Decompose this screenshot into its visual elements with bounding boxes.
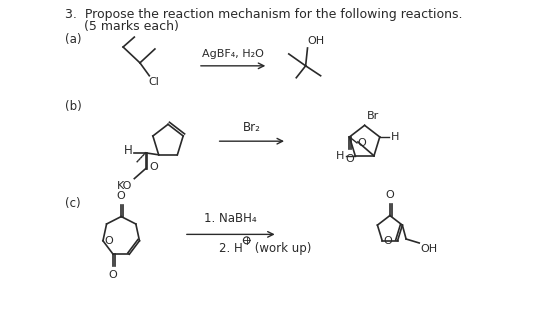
Text: (a): (a) xyxy=(65,33,82,46)
Text: O: O xyxy=(345,154,354,164)
Text: OH: OH xyxy=(307,36,325,46)
Text: Br: Br xyxy=(367,111,379,121)
Text: OH: OH xyxy=(420,244,437,254)
Text: 1. NaBH₄: 1. NaBH₄ xyxy=(205,213,257,226)
Text: KO: KO xyxy=(117,181,132,190)
Text: 2. H: 2. H xyxy=(219,242,242,255)
Text: H: H xyxy=(391,132,400,142)
Text: O: O xyxy=(117,191,126,201)
Text: O: O xyxy=(383,236,392,246)
Text: H: H xyxy=(336,151,344,161)
Text: (b): (b) xyxy=(65,99,82,112)
Text: H: H xyxy=(124,144,132,157)
Text: O: O xyxy=(109,270,118,280)
Text: AgBF₄, H₂O: AgBF₄, H₂O xyxy=(201,49,264,59)
Text: O: O xyxy=(357,138,366,148)
Text: (5 marks each): (5 marks each) xyxy=(84,20,179,33)
Text: O: O xyxy=(149,162,158,172)
Text: Cl: Cl xyxy=(148,77,159,87)
Text: Br₂: Br₂ xyxy=(242,121,260,134)
Text: O: O xyxy=(104,236,113,246)
Text: O: O xyxy=(386,190,394,200)
Text: 3.  Propose the reaction mechanism for the following reactions.: 3. Propose the reaction mechanism for th… xyxy=(65,8,463,21)
Text: (work up): (work up) xyxy=(251,242,312,255)
Text: (c): (c) xyxy=(65,197,80,210)
